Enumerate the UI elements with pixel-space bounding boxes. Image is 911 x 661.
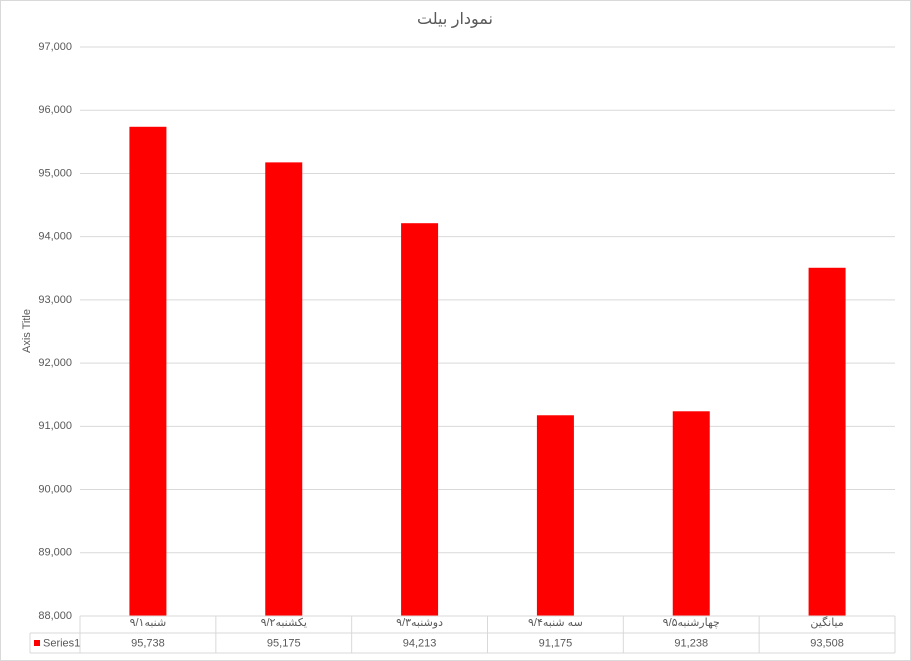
x-tick-label: چهارشنبه۹/۵ (663, 617, 720, 629)
bar (808, 267, 846, 616)
y-axis-title: Axis Title (21, 309, 33, 353)
table-value: 94,213 (403, 637, 437, 649)
table-value: 93,508 (810, 637, 844, 649)
y-tick-label: 91,000 (38, 420, 72, 432)
y-tick-label: 93,000 (38, 294, 72, 306)
table-value: 95,175 (267, 637, 301, 649)
y-tick-label: 92,000 (38, 357, 72, 369)
bar (672, 411, 710, 616)
y-tick-label: 89,000 (38, 547, 72, 559)
y-tick-label: 95,000 (38, 167, 72, 179)
bar (401, 223, 439, 617)
x-tick-label: شنبه۹/۱ (130, 617, 167, 629)
y-tick-label: 88,000 (38, 610, 72, 622)
bar (129, 126, 167, 617)
x-tick-label: سه شنبه۹/۴ (528, 617, 583, 629)
legend-key (34, 640, 40, 646)
y-tick-label: 90,000 (38, 483, 72, 495)
x-tick-label: میانگین (810, 616, 844, 629)
y-tick-label: 97,000 (38, 41, 72, 53)
y-tick-label: 96,000 (38, 104, 72, 116)
x-tick-label: دوشنبه۹/۳ (396, 617, 443, 629)
table-value: 91,238 (674, 637, 708, 649)
legend-label: Series1 (43, 637, 80, 649)
table-value: 91,175 (539, 637, 573, 649)
chart-title: نمودار بیلت (417, 11, 493, 29)
bar (265, 162, 303, 616)
x-tick-label: یکشنبه۹/۲ (261, 617, 307, 629)
table-value: 95,738 (131, 637, 165, 649)
y-tick-label: 94,000 (38, 231, 72, 243)
bar (536, 415, 574, 616)
